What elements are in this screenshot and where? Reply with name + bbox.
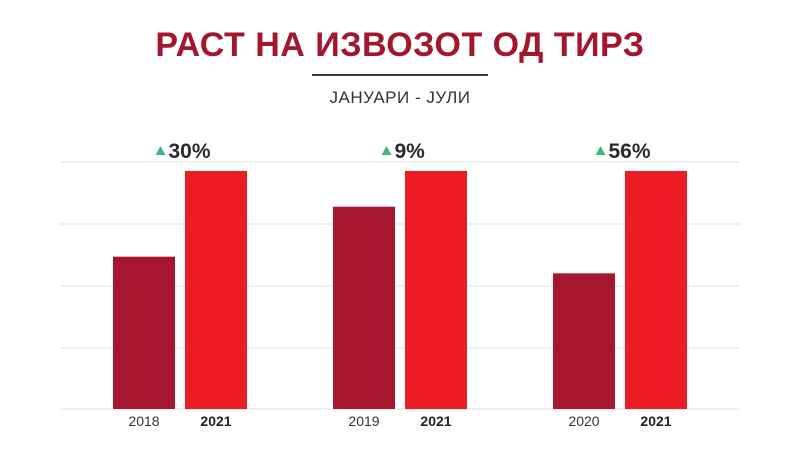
bar-2021 — [405, 171, 467, 409]
growth-label: 56% — [609, 140, 651, 163]
bar-2018 — [113, 256, 175, 409]
page-title: РАСТ НА ИЗВОЗОТ ОД ТИРЗ — [155, 26, 645, 64]
bar-2020 — [553, 273, 615, 409]
bar-2021 — [625, 171, 687, 409]
growth-label: 30% — [169, 140, 211, 163]
growth-up-icon — [595, 146, 606, 155]
x-tick-label: 2018 — [128, 413, 159, 429]
bar-2021 — [185, 171, 247, 409]
growth-up-icon — [381, 146, 392, 155]
growth-label: 9% — [395, 140, 426, 163]
page-subtitle: ЈАНУАРИ - ЈУЛИ — [329, 88, 471, 107]
x-tick-label: 2021 — [420, 413, 451, 429]
x-tick-label: 2019 — [348, 413, 379, 429]
x-tick-label: 2021 — [200, 413, 231, 429]
x-tick-label: 2020 — [568, 413, 599, 429]
bar-2019 — [333, 206, 395, 409]
x-tick-label: 2021 — [640, 413, 671, 429]
title-divider — [312, 74, 488, 76]
growth-up-icon — [155, 146, 166, 155]
